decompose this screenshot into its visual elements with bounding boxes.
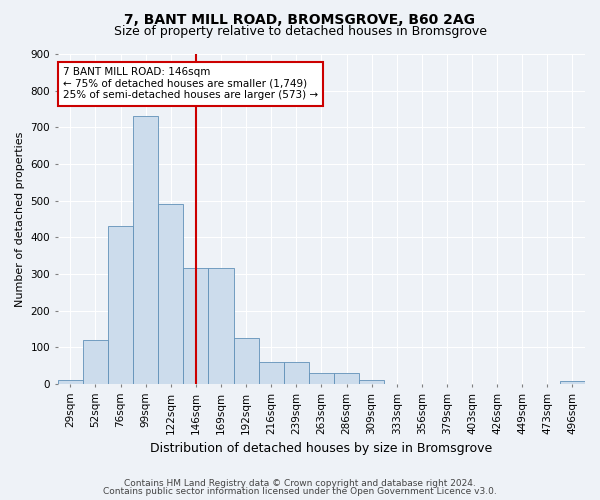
Bar — [58, 380, 83, 384]
Bar — [560, 381, 585, 384]
Y-axis label: Number of detached properties: Number of detached properties — [15, 132, 25, 306]
Bar — [108, 226, 133, 384]
Bar — [133, 116, 158, 384]
Bar — [334, 373, 359, 384]
Text: Contains public sector information licensed under the Open Government Licence v3: Contains public sector information licen… — [103, 487, 497, 496]
Bar — [83, 340, 108, 384]
Bar — [208, 268, 233, 384]
Bar — [233, 338, 259, 384]
Bar — [158, 204, 184, 384]
Text: 7, BANT MILL ROAD, BROMSGROVE, B60 2AG: 7, BANT MILL ROAD, BROMSGROVE, B60 2AG — [125, 12, 476, 26]
Bar — [309, 373, 334, 384]
Bar — [284, 362, 309, 384]
Bar — [359, 380, 384, 384]
X-axis label: Distribution of detached houses by size in Bromsgrove: Distribution of detached houses by size … — [150, 442, 493, 455]
Text: 7 BANT MILL ROAD: 146sqm
← 75% of detached houses are smaller (1,749)
25% of sem: 7 BANT MILL ROAD: 146sqm ← 75% of detach… — [63, 67, 318, 100]
Text: Size of property relative to detached houses in Bromsgrove: Size of property relative to detached ho… — [113, 25, 487, 38]
Text: Contains HM Land Registry data © Crown copyright and database right 2024.: Contains HM Land Registry data © Crown c… — [124, 478, 476, 488]
Bar — [184, 268, 208, 384]
Bar — [259, 362, 284, 384]
